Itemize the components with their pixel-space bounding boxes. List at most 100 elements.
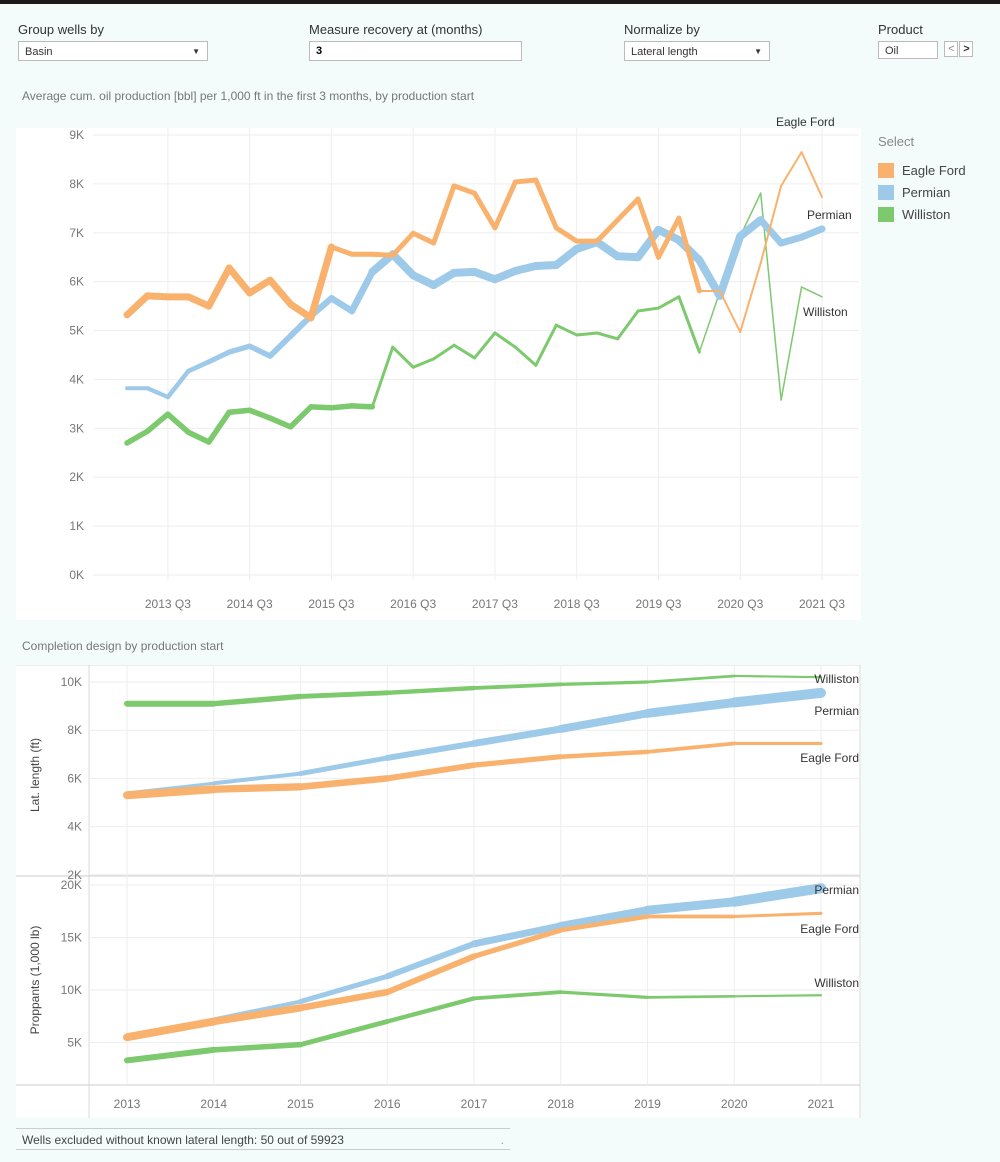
legend-swatch	[878, 162, 894, 178]
y-tick-label: 6K	[67, 771, 82, 785]
series-segment-williston	[636, 306, 660, 313]
series-segment-eagle-ford	[225, 264, 254, 297]
completion-chart: 2013 2014 2015 2016 2017 2018 2019 2020 2021 2K 4K…	[16, 664, 861, 1118]
series-segment-williston	[298, 1019, 390, 1048]
window-top-border	[0, 0, 1000, 4]
series-segment-permian	[593, 238, 622, 261]
series-segment-permian	[226, 343, 253, 355]
series-segment-permian	[736, 216, 765, 241]
series-segment-williston	[559, 990, 650, 999]
series-segment-permian	[729, 883, 826, 907]
series-segment-williston	[411, 357, 436, 369]
x-tick-label: 2020	[721, 1097, 748, 1111]
series-segment-eagle-ford	[246, 276, 274, 297]
series-segment-permian	[470, 725, 565, 747]
series-segment-eagle-ford	[384, 762, 477, 782]
x-tick-label: 2019	[634, 1097, 661, 1111]
series-segment-eagle-ford	[266, 276, 295, 308]
series-segment-eagle-ford	[615, 196, 641, 223]
series-segment-eagle-ford	[558, 749, 650, 759]
series-segment-williston	[800, 286, 823, 298]
series-segment-permian	[388, 250, 418, 280]
chevron-down-icon: ▼	[192, 47, 200, 56]
series-segment-permian	[757, 216, 785, 247]
series-segment-williston	[559, 680, 650, 687]
product-next-button[interactable]: >	[959, 41, 974, 57]
series-segment-williston	[452, 343, 476, 360]
legend-item-eagle-ford[interactable]: Eagle Ford	[878, 159, 966, 181]
legend-item-permian[interactable]: Permian	[878, 181, 966, 203]
legend-label: Permian	[902, 184, 951, 200]
x-tick-label: 2020 Q3	[717, 597, 763, 611]
normalize-control: Normalize by Lateral length ▼	[624, 22, 770, 61]
series-segment-williston	[246, 407, 273, 421]
y-tick-label: 2K	[67, 868, 82, 882]
normalize-label: Normalize by	[624, 22, 700, 37]
x-tick-label: 2016 Q3	[390, 597, 436, 611]
series-segment-williston	[385, 996, 477, 1024]
product-dropdown[interactable]: Oil	[878, 41, 938, 59]
x-tick-label: 2016	[374, 1097, 401, 1111]
series-segment-williston	[677, 295, 701, 354]
series-segment-williston	[534, 323, 558, 367]
series-segment-eagle-ford	[384, 953, 477, 996]
series-segment-permian	[556, 709, 652, 733]
series-segment-williston	[185, 429, 212, 445]
product-control: Product Oil < >	[878, 22, 974, 59]
series-segment-permian	[643, 897, 739, 915]
series-segment-eagle-ford	[558, 914, 650, 933]
chevron-down-icon: ▼	[754, 47, 762, 56]
series-segment-permian	[165, 368, 191, 400]
series-segment-permian	[643, 697, 739, 718]
series-segment-permian	[556, 906, 652, 930]
x-tick-label: 2021 Q3	[799, 597, 845, 611]
x-tick-label: 2017 Q3	[472, 597, 518, 611]
recovery-months-input[interactable]	[309, 41, 522, 61]
series-segment-permian	[715, 232, 745, 300]
series-segment-eagle-ford	[800, 151, 823, 199]
series-end-label-williston: Williston	[814, 672, 859, 686]
series-segment-permian	[695, 256, 724, 300]
series-segment-williston	[780, 286, 803, 401]
series-segment-eagle-ford	[533, 177, 559, 231]
series-segment-eagle-ford	[645, 741, 737, 754]
y-tick-label: 8K	[69, 177, 84, 191]
series-segment-williston	[595, 331, 620, 341]
series-segment-eagle-ford	[718, 289, 742, 334]
production-chart: 0K 1K 2K 3K 4K 5K 6K 7K 8K 9K 2013 Q3 2014 Q3 2015 Q…	[69, 128, 859, 611]
series-segment-williston	[472, 682, 563, 690]
series-segment-eagle-ford	[369, 251, 396, 258]
series-segment-williston	[165, 411, 192, 435]
series-segment-williston	[472, 990, 563, 1001]
legend-item-williston[interactable]: Williston	[878, 203, 966, 225]
series-segment-eagle-ford	[123, 785, 218, 800]
y-tick-label: 4K	[67, 820, 82, 834]
series-segment-williston	[432, 343, 456, 361]
series-segment-eagle-ford	[471, 927, 564, 959]
group-by-dropdown[interactable]: Basin ▼	[18, 41, 208, 61]
series-segment-eagle-ford	[297, 775, 391, 791]
recovery-control: Measure recovery at (months)	[309, 22, 522, 61]
series-segment-permian	[634, 225, 663, 262]
y-tick-label: 1K	[69, 519, 84, 533]
group-by-label: Group wells by	[18, 22, 104, 37]
normalize-dropdown[interactable]: Lateral length ▼	[624, 41, 770, 61]
series-segment-permian	[206, 349, 232, 365]
y-tick-label: 10K	[61, 983, 82, 997]
series-end-label-williston: Williston	[814, 976, 859, 990]
series-segment-eagle-ford	[210, 783, 305, 793]
series-segment-williston	[211, 693, 304, 707]
product-prev-button[interactable]: <	[944, 41, 959, 57]
excluded-wells-note: Wells excluded without known lateral len…	[16, 1128, 510, 1150]
series-segment-eagle-ford	[780, 151, 803, 187]
excluded-wells-text: Wells excluded without known lateral len…	[22, 1133, 344, 1147]
series-segment-eagle-ford	[431, 183, 457, 246]
x-tick-label: 2019 Q3	[635, 597, 681, 611]
series-segment-williston	[391, 345, 415, 369]
series-end-label-eagle-ford: Eagle Ford	[776, 115, 835, 129]
group-by-value: Basin	[25, 46, 53, 58]
series-segment-permian	[777, 233, 806, 247]
series-segment-eagle-ford	[328, 244, 355, 257]
production-chart-panel: 0K 1K 2K 3K 4K 5K 6K 7K 8K 9K 2013 Q3 2014 Q3 2015 Q…	[16, 128, 861, 620]
series-segment-permian	[729, 687, 826, 708]
